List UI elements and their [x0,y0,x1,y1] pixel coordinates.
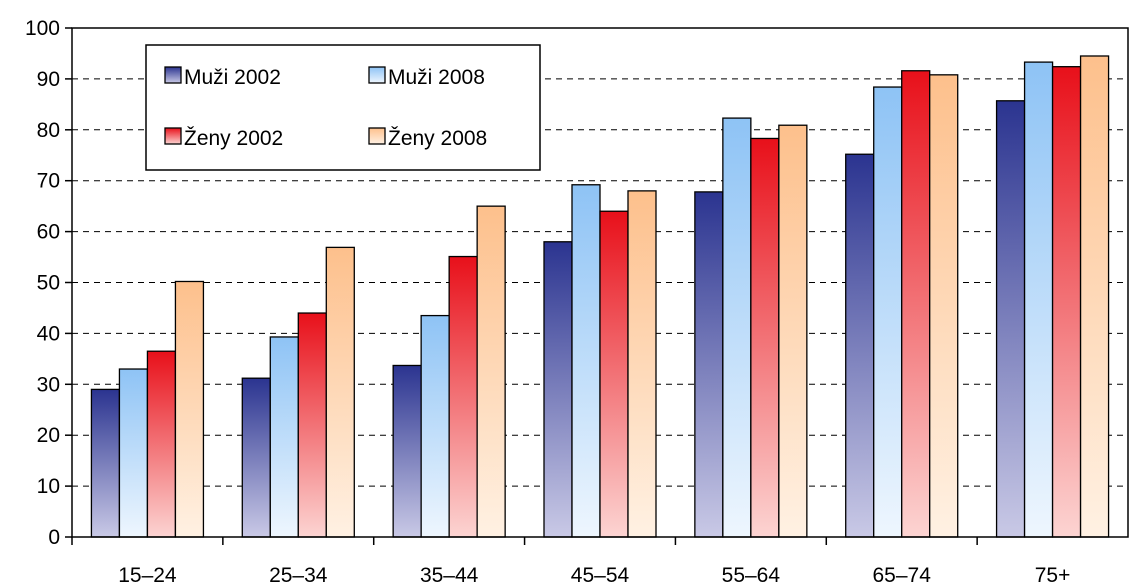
legend-label: Muži 2008 [388,66,485,89]
y-tick-label: 100 [25,17,60,40]
bar [750,137,780,538]
legend-swatch [164,66,182,84]
bar [778,124,808,538]
bar [146,350,177,538]
y-tick-labels: 0 10 20 30 40 50 60 70 80 90 100 [25,17,60,549]
axes [65,27,1129,545]
legend-box [145,44,541,171]
bar [1023,61,1054,538]
bar [1079,55,1110,538]
bar [694,191,724,538]
bar [543,241,573,538]
bar [1051,66,1082,538]
y-tick-label: 60 [37,221,60,244]
y-tick-label: 90 [37,68,60,91]
bar [873,86,903,538]
legend-swatch [164,127,182,145]
legend-label: Muži 2002 [184,66,281,89]
x-tick-label: 45–54 [571,564,630,586]
bar [901,70,931,538]
y-tick-label: 0 [48,526,60,549]
bar [118,368,149,538]
bar [297,312,327,538]
legend-swatch [368,127,386,145]
bar [845,153,875,538]
y-tick-label: 20 [37,424,60,447]
x-tick-label: 35–44 [420,564,479,586]
bar [448,255,478,538]
legend: Muži 2002 Muži 2008 Ženy 2002 Ženy 2008 [145,44,541,171]
y-tick-label: 50 [37,272,60,295]
legend-swatch [368,66,386,84]
y-tick-label: 70 [37,170,60,193]
bar [241,377,271,538]
bar [627,190,657,538]
x-tick-label: 15–24 [118,564,177,586]
bar [722,117,752,538]
y-tick-label: 80 [37,119,60,142]
bar [420,314,450,538]
x-tick-label: 75+ [1035,564,1071,586]
bars [90,55,1110,538]
y-tick-label: 10 [37,475,60,498]
bar [476,205,506,538]
bar [392,364,422,538]
bar [995,100,1026,538]
bar [929,74,959,538]
x-tick-label: 65–74 [873,564,932,586]
bar [90,388,121,538]
bar [599,210,629,538]
bar [571,184,601,538]
y-tick-label: 30 [37,373,60,396]
x-tick-labels: 15–24 25–34 35–44 45–54 55–64 65–74 75+ [118,564,1070,586]
plot-frame [71,27,1129,538]
x-tick-label: 55–64 [722,564,781,586]
bar [269,336,299,538]
bar [174,280,205,538]
x-tick-label: 25–34 [269,564,328,586]
legend-label: Ženy 2008 [388,127,487,150]
y-tick-label: 40 [37,322,60,345]
legend-label: Ženy 2002 [184,127,283,150]
bar [325,246,355,538]
